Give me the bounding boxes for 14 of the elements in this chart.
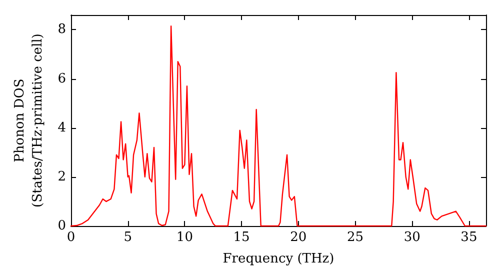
x-tick-label: 30 [404,230,420,245]
x-tick-label: 15 [233,230,250,245]
y-axis-title: Phonon DOS (States/THz·primitive cell) [12,33,46,208]
x-tick-label: 35 [460,230,478,245]
x-tick-label: 25 [346,230,364,245]
x-axis-title: Frequency (THz) [222,252,334,266]
x-tick-label: 20 [290,230,307,245]
y-tick-label: 4 [58,120,66,136]
x-tick-label: 5 [124,230,132,245]
y-tick-label: 2 [58,169,66,184]
y-tick-label: 8 [58,22,66,38]
x-tick-label: 10 [176,230,193,245]
y-tick-label: 0 [58,218,66,234]
y-tick-label: 6 [58,71,66,86]
